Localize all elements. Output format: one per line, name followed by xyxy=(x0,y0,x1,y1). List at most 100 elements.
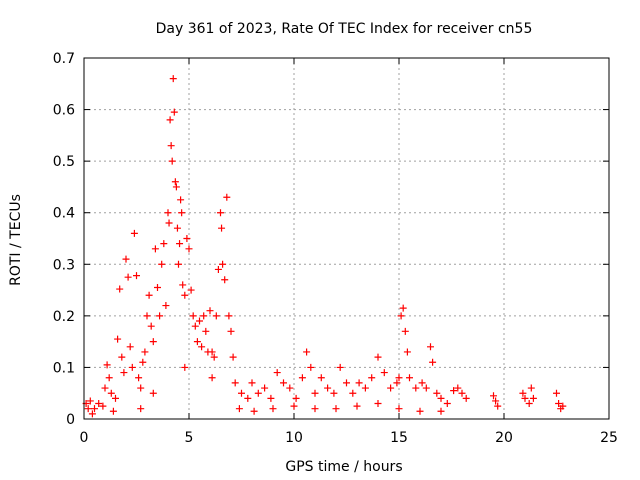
x-tick-label: 15 xyxy=(390,430,408,446)
data-point xyxy=(355,379,363,387)
data-point xyxy=(137,405,145,413)
data-point xyxy=(427,343,434,351)
data-point xyxy=(143,312,151,320)
data-point xyxy=(374,353,382,361)
data-point xyxy=(176,240,184,248)
data-point xyxy=(303,348,311,356)
data-point xyxy=(490,392,497,400)
chart-title: Day 361 of 2023, Rate Of TEC Index for r… xyxy=(156,21,533,37)
y-tick-label: 0.4 xyxy=(53,206,75,222)
data-point xyxy=(458,389,466,397)
data-point xyxy=(130,229,138,237)
data-point xyxy=(139,358,147,366)
data-point xyxy=(193,338,201,346)
data-point xyxy=(273,369,281,377)
data-point xyxy=(292,394,300,402)
data-point xyxy=(154,283,161,291)
x-tick-label: 0 xyxy=(80,430,89,446)
data-point xyxy=(343,379,350,387)
data-point xyxy=(156,312,164,320)
data-point xyxy=(395,405,403,413)
data-point xyxy=(179,281,187,289)
data-point xyxy=(229,353,237,361)
data-point xyxy=(433,389,441,397)
data-point xyxy=(374,400,382,408)
y-tick-label: 0.6 xyxy=(53,103,75,119)
y-tick-label: 0.7 xyxy=(53,51,75,67)
data-point xyxy=(219,260,227,268)
data-point xyxy=(437,394,445,402)
data-point xyxy=(311,405,319,413)
plot-frame xyxy=(83,57,610,420)
data-point xyxy=(553,389,560,397)
data-point xyxy=(124,273,132,281)
data-point xyxy=(91,405,98,413)
data-point xyxy=(221,276,229,284)
data-point xyxy=(170,108,178,116)
data-point xyxy=(169,75,177,83)
data-point xyxy=(88,410,96,418)
data-point xyxy=(114,335,122,343)
data-point xyxy=(462,394,470,402)
data-point xyxy=(492,397,500,405)
data-point xyxy=(406,374,413,382)
data-point xyxy=(403,348,411,356)
data-point xyxy=(107,389,115,397)
data-point xyxy=(164,209,172,217)
data-point xyxy=(454,384,462,392)
x-axis-label: GPS time / hours xyxy=(285,459,402,475)
data-point xyxy=(210,353,218,361)
data-point xyxy=(387,384,395,392)
grid-layer xyxy=(84,58,609,419)
y-tick-label: 0.2 xyxy=(53,309,75,325)
x-tick-label: 10 xyxy=(285,430,303,446)
data-point xyxy=(231,379,239,387)
data-point xyxy=(317,374,325,382)
data-point xyxy=(244,394,252,402)
data-point xyxy=(149,389,157,397)
data-point xyxy=(412,384,420,392)
data-point xyxy=(202,327,210,335)
data-point xyxy=(175,260,182,268)
data-point xyxy=(519,389,527,397)
data-point xyxy=(141,348,149,356)
data-point xyxy=(200,312,208,320)
data-point xyxy=(171,178,179,186)
data-point xyxy=(397,312,405,320)
data-point xyxy=(208,348,216,356)
y-tick-label: 0 xyxy=(66,412,75,428)
data-point xyxy=(218,224,226,232)
data-point xyxy=(181,291,189,299)
data-point xyxy=(494,402,502,410)
data-point xyxy=(168,157,176,165)
data-point xyxy=(235,405,243,413)
data-point xyxy=(380,369,388,377)
data-point xyxy=(418,379,426,387)
data-point xyxy=(225,312,233,320)
data-point xyxy=(416,407,424,415)
data-point xyxy=(181,363,189,371)
data-point xyxy=(196,317,203,325)
data-point xyxy=(330,389,338,397)
data-point xyxy=(217,209,224,217)
data-point xyxy=(198,343,206,351)
y-tick-label: 0.5 xyxy=(53,154,75,170)
data-point xyxy=(349,389,357,397)
data-point xyxy=(254,389,262,397)
data-point xyxy=(183,235,191,242)
data-point xyxy=(223,193,231,201)
data-point xyxy=(191,322,199,330)
data-point xyxy=(368,374,376,382)
data-point xyxy=(160,240,168,248)
data-point xyxy=(529,394,537,402)
data-point xyxy=(116,285,124,293)
data-point xyxy=(429,358,437,366)
data-point xyxy=(206,307,214,315)
x-tick-label: 5 xyxy=(185,430,194,446)
data-point xyxy=(120,369,128,377)
data-point xyxy=(162,302,170,310)
data-point xyxy=(437,407,445,415)
data-point xyxy=(86,397,94,405)
data-point xyxy=(165,219,173,227)
